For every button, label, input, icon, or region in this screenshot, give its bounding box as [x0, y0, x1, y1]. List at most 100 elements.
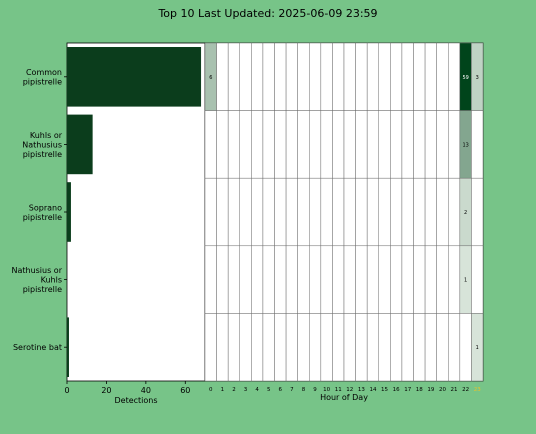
- heat-cell-nathusius-or-kuhls-pipistrelle-h3: [239, 245, 252, 314]
- bar-kuhls-or-nathusius-pipistrelle: [67, 114, 93, 175]
- heat-cell-common-pipistrelle-h7: [285, 42, 298, 111]
- y-tick-label-nathusius-or-kuhls-pipistrelle: Kuhls: [41, 276, 62, 285]
- heat-cell-kuhls-or-nathusius-pipistrelle-h18: [413, 110, 426, 179]
- x-tick-label-40: 40: [141, 386, 151, 395]
- heat-cell-nathusius-or-kuhls-pipistrelle-h4: [251, 245, 264, 314]
- heat-cell-soprano-pipistrelle-h3: [239, 177, 252, 247]
- heat-cell-common-pipistrelle-h17: [401, 42, 414, 111]
- heat-cell-nathusius-or-kuhls-pipistrelle-h18: [413, 245, 426, 314]
- heat-cell-common-pipistrelle-h20: [436, 42, 449, 111]
- heat-cell-soprano-pipistrelle-h6: [274, 177, 287, 247]
- heat-cell-nathusius-or-kuhls-pipistrelle-h8: [297, 245, 310, 314]
- hour-tick-label-11: 11: [335, 387, 342, 393]
- heat-label-common-pipistrelle-h0: 6: [209, 75, 212, 81]
- heat-cell-kuhls-or-nathusius-pipistrelle-h19: [424, 110, 437, 179]
- heat-cell-common-pipistrelle-h19: [424, 42, 437, 111]
- heat-cell-serotine-bat-h1: [216, 313, 229, 382]
- heat-cell-serotine-bat-h14: [366, 313, 379, 382]
- heat-cell-soprano-pipistrelle-h20: [436, 177, 449, 247]
- heat-cell-common-pipistrelle-h6: [274, 42, 287, 111]
- heat-cell-kuhls-or-nathusius-pipistrelle-h11: [332, 110, 345, 179]
- heat-cell-common-pipistrelle-h9: [309, 42, 322, 111]
- heat-cell-serotine-bat-h18: [413, 313, 426, 382]
- heat-cell-common-pipistrelle-h12: [343, 42, 356, 111]
- heat-cell-serotine-bat-h15: [378, 313, 391, 382]
- y-tick-label-kuhls-or-nathusius-pipistrelle: Kuhls or: [30, 131, 63, 140]
- x-tick-label-0: 0: [64, 386, 69, 395]
- hour-tick-label-3: 3: [244, 387, 248, 393]
- heat-cell-nathusius-or-kuhls-pipistrelle-h23: [471, 245, 484, 314]
- heat-cell-kuhls-or-nathusius-pipistrelle-h3: [239, 110, 252, 179]
- heat-cell-soprano-pipistrelle-h1: [216, 177, 229, 247]
- heatmap-layer: 6 59 3 13 2 1 1: [204, 42, 484, 382]
- heat-cell-nathusius-or-kuhls-pipistrelle-h20: [436, 245, 449, 314]
- heat-cell-kuhls-or-nathusius-pipistrelle-h8: [297, 110, 310, 179]
- bars-layer: [67, 47, 202, 377]
- heat-cell-nathusius-or-kuhls-pipistrelle-h21: [448, 245, 461, 314]
- y-tick-label-kuhls-or-nathusius-pipistrelle: pipistrelle: [23, 150, 62, 159]
- heat-cell-common-pipistrelle-h8: [297, 42, 310, 111]
- heat-label-common-pipistrelle-h22: 59: [462, 75, 468, 81]
- heat-cell-soprano-pipistrelle-h18: [413, 177, 426, 247]
- heat-cell-soprano-pipistrelle-h13: [355, 177, 368, 247]
- heat-cell-common-pipistrelle-h21: [448, 42, 461, 111]
- heat-cell-kuhls-or-nathusius-pipistrelle-h9: [309, 110, 322, 179]
- y-tick-label-serotine-bat: Serotine bat: [13, 343, 62, 352]
- x-tick-label-20: 20: [101, 386, 111, 395]
- hour-tick-label-14: 14: [369, 387, 376, 393]
- hour-tick-label-9: 9: [313, 387, 317, 393]
- hour-tick-label-17: 17: [404, 387, 411, 393]
- heat-cell-nathusius-or-kuhls-pipistrelle-h11: [332, 245, 345, 314]
- hour-tick-label-2: 2: [232, 387, 236, 393]
- y-tick-label-common-pipistrelle: Common: [26, 68, 62, 77]
- heat-cell-soprano-pipistrelle-h2: [227, 177, 241, 247]
- y-tick-label-soprano-pipistrelle: pipistrelle: [23, 213, 62, 222]
- heat-cell-kuhls-or-nathusius-pipistrelle-h12: [343, 110, 356, 179]
- heat-cell-soprano-pipistrelle-h5: [262, 177, 275, 247]
- heat-cell-nathusius-or-kuhls-pipistrelle-h5: [262, 245, 275, 314]
- heat-cell-serotine-bat-h19: [424, 313, 437, 382]
- heat-cell-soprano-pipistrelle-h19: [424, 177, 437, 247]
- hour-tick-label-13: 13: [358, 387, 365, 393]
- heat-cell-serotine-bat-h3: [239, 313, 252, 382]
- heat-cell-kuhls-or-nathusius-pipistrelle-h14: [366, 110, 379, 179]
- bar-serotine-bat: [67, 317, 69, 377]
- heat-cell-nathusius-or-kuhls-pipistrelle-h17: [401, 245, 414, 314]
- heat-cell-soprano-pipistrelle-h8: [297, 177, 310, 247]
- heat-label-common-pipistrelle-h23: 3: [476, 75, 479, 81]
- hour-tick-label-1: 1: [221, 387, 225, 393]
- heat-cell-common-pipistrelle-h16: [390, 42, 403, 111]
- heat-cell-common-pipistrelle-h13: [355, 42, 368, 111]
- heat-cell-kuhls-or-nathusius-pipistrelle-h7: [285, 110, 298, 179]
- bar-common-pipistrelle: [67, 47, 202, 107]
- heat-cell-serotine-bat-h20: [436, 313, 449, 382]
- heat-cell-serotine-bat-h11: [332, 313, 345, 382]
- heat-cell-serotine-bat-h5: [262, 313, 275, 382]
- heat-cell-soprano-pipistrelle-h7: [285, 177, 298, 247]
- hour-tick-label-7: 7: [290, 387, 294, 393]
- heat-cell-nathusius-or-kuhls-pipistrelle-h12: [343, 245, 356, 314]
- bar-soprano-pipistrelle: [67, 182, 71, 242]
- heat-cell-common-pipistrelle-h15: [378, 42, 391, 111]
- heat-cell-soprano-pipistrelle-h10: [320, 177, 333, 247]
- heat-cell-soprano-pipistrelle-h17: [401, 177, 414, 247]
- heat-cell-kuhls-or-nathusius-pipistrelle-h15: [378, 110, 391, 179]
- hour-tick-label-15: 15: [381, 387, 388, 393]
- heat-cell-serotine-bat-h6: [274, 313, 287, 382]
- heat-cell-soprano-pipistrelle-h14: [366, 177, 379, 247]
- heat-cell-soprano-pipistrelle-h23: [471, 177, 484, 247]
- heat-cell-kuhls-or-nathusius-pipistrelle-h16: [390, 110, 403, 179]
- heat-cell-common-pipistrelle-h10: [320, 42, 333, 111]
- y-tick-label-nathusius-or-kuhls-pipistrelle: pipistrelle: [23, 285, 62, 294]
- heat-cell-common-pipistrelle-h18: [413, 42, 426, 111]
- heat-cell-kuhls-or-nathusius-pipistrelle-h5: [262, 110, 275, 179]
- hour-tick-label-20: 20: [439, 387, 446, 393]
- heat-cell-kuhls-or-nathusius-pipistrelle-h4: [251, 110, 264, 179]
- heat-cell-kuhls-or-nathusius-pipistrelle-h6: [274, 110, 287, 179]
- hour-tick-label-10: 10: [323, 387, 330, 393]
- heat-cell-serotine-bat-h7: [285, 313, 298, 382]
- hour-tick-label-22: 22: [462, 387, 469, 393]
- hour-tick-label-4: 4: [255, 387, 259, 393]
- hour-tick-label-6: 6: [279, 387, 283, 393]
